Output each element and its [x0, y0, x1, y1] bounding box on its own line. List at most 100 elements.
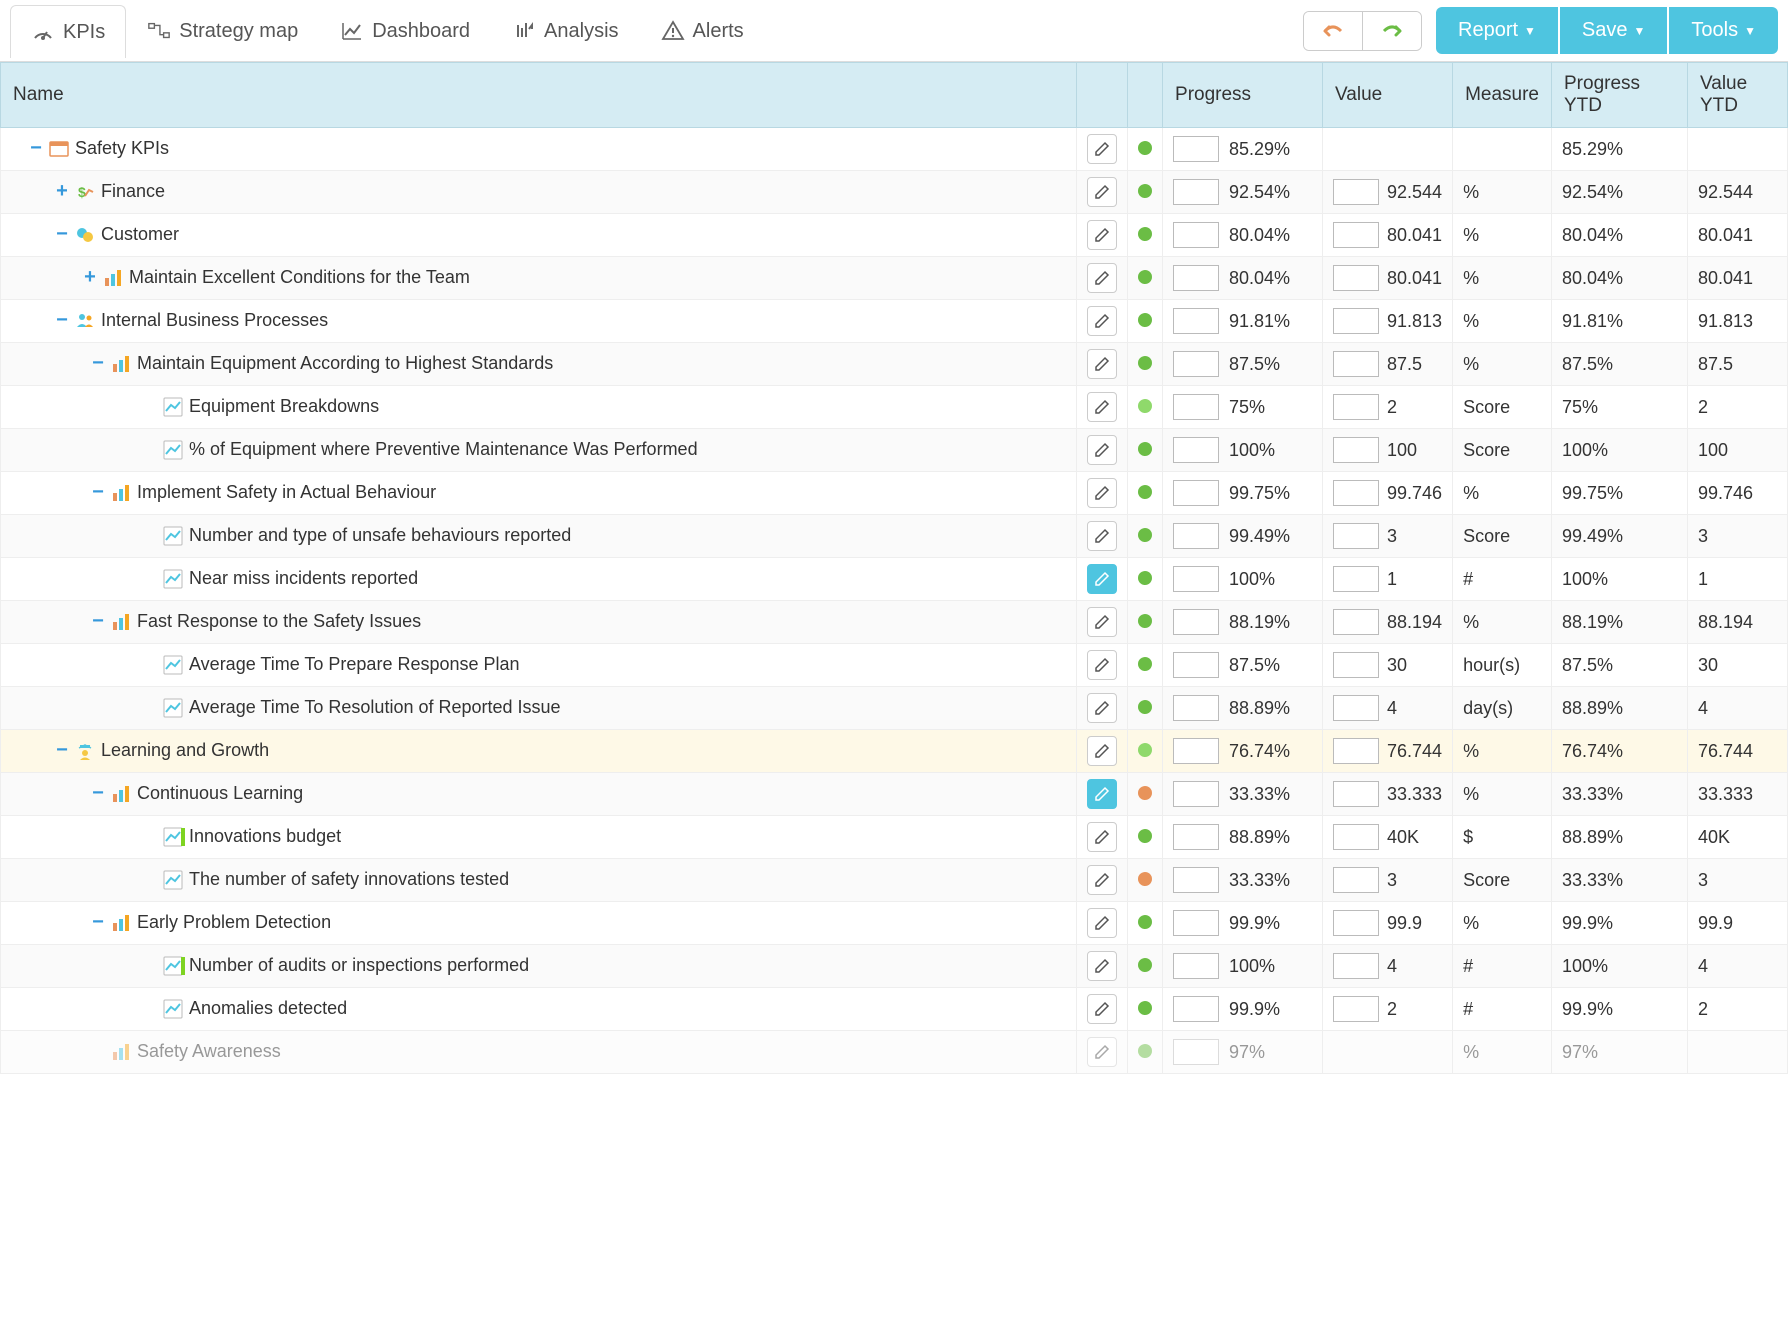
col-progress[interactable]: Progress: [1163, 63, 1323, 128]
progress-input[interactable]: [1173, 738, 1219, 764]
value-input[interactable]: [1333, 781, 1379, 807]
value-input[interactable]: [1333, 394, 1379, 420]
table-row[interactable]: Number and type of unsafe behaviours rep…: [1, 515, 1788, 558]
table-row[interactable]: − Early Problem Detection 99.9% 99.9 % 9…: [1, 902, 1788, 945]
edit-button[interactable]: [1087, 478, 1117, 508]
value-input[interactable]: [1333, 179, 1379, 205]
edit-button[interactable]: [1087, 306, 1117, 336]
col-value[interactable]: Value: [1323, 63, 1453, 128]
report-button[interactable]: Report ▼: [1436, 7, 1558, 54]
tab-strategy-map[interactable]: Strategy map: [126, 4, 319, 57]
edit-button[interactable]: [1087, 908, 1117, 938]
edit-button[interactable]: [1087, 607, 1117, 637]
value-input[interactable]: [1333, 996, 1379, 1022]
table-row[interactable]: Average Time To Resolution of Reported I…: [1, 687, 1788, 730]
tools-button[interactable]: Tools ▼: [1669, 7, 1778, 54]
table-row[interactable]: Safety Awareness 97% % 97%: [1, 1031, 1788, 1074]
edit-button[interactable]: [1087, 220, 1117, 250]
edit-button[interactable]: [1087, 263, 1117, 293]
progress-input[interactable]: [1173, 867, 1219, 893]
table-row[interactable]: − Internal Business Processes 91.81% 91.…: [1, 300, 1788, 343]
table-row[interactable]: − Fast Response to the Safety Issues 88.…: [1, 601, 1788, 644]
edit-button[interactable]: [1087, 650, 1117, 680]
edit-button[interactable]: [1087, 349, 1117, 379]
progress-input[interactable]: [1173, 480, 1219, 506]
edit-button[interactable]: [1087, 693, 1117, 723]
table-row[interactable]: − Continuous Learning 33.33% 33.333 % 33…: [1, 773, 1788, 816]
tab-alerts[interactable]: Alerts: [640, 4, 765, 57]
value-input[interactable]: [1333, 867, 1379, 893]
progress-input[interactable]: [1173, 824, 1219, 850]
col-value-ytd[interactable]: Value YTD: [1688, 63, 1788, 128]
collapse-toggle[interactable]: −: [91, 486, 105, 500]
edit-button[interactable]: [1087, 865, 1117, 895]
table-row[interactable]: − Maintain Equipment According to Highes…: [1, 343, 1788, 386]
expand-toggle[interactable]: +: [83, 271, 97, 285]
value-input[interactable]: [1333, 910, 1379, 936]
table-row[interactable]: − Customer 80.04% 80.041 % 80.04% 80.041: [1, 214, 1788, 257]
collapse-toggle[interactable]: −: [29, 142, 43, 156]
progress-input[interactable]: [1173, 652, 1219, 678]
progress-input[interactable]: [1173, 308, 1219, 334]
table-row[interactable]: + $ Finance 92.54% 92.544 % 92.54% 92.54…: [1, 171, 1788, 214]
value-input[interactable]: [1333, 738, 1379, 764]
progress-input[interactable]: [1173, 953, 1219, 979]
expand-toggle[interactable]: +: [55, 185, 69, 199]
value-input[interactable]: [1333, 652, 1379, 678]
progress-input[interactable]: [1173, 566, 1219, 592]
table-row[interactable]: + Maintain Excellent Conditions for the …: [1, 257, 1788, 300]
value-input[interactable]: [1333, 566, 1379, 592]
table-row[interactable]: The number of safety innovations tested …: [1, 859, 1788, 902]
progress-input[interactable]: [1173, 523, 1219, 549]
value-input[interactable]: [1333, 351, 1379, 377]
edit-button[interactable]: [1087, 177, 1117, 207]
value-input[interactable]: [1333, 308, 1379, 334]
tab-dashboard[interactable]: Dashboard: [319, 4, 491, 57]
value-input[interactable]: [1333, 609, 1379, 635]
collapse-toggle[interactable]: −: [91, 787, 105, 801]
table-row[interactable]: Innovations budget 88.89% 40K $ 88.89% 4…: [1, 816, 1788, 859]
collapse-toggle[interactable]: −: [55, 744, 69, 758]
value-input[interactable]: [1333, 437, 1379, 463]
table-row[interactable]: Anomalies detected 99.9% 2 # 99.9% 2: [1, 988, 1788, 1031]
progress-input[interactable]: [1173, 781, 1219, 807]
edit-button[interactable]: [1087, 134, 1117, 164]
table-row[interactable]: − Implement Safety in Actual Behaviour 9…: [1, 472, 1788, 515]
progress-input[interactable]: [1173, 179, 1219, 205]
progress-input[interactable]: [1173, 265, 1219, 291]
edit-button[interactable]: [1087, 435, 1117, 465]
collapse-toggle[interactable]: −: [91, 615, 105, 629]
tab-analysis[interactable]: Analysis: [491, 4, 639, 57]
progress-input[interactable]: [1173, 1039, 1219, 1065]
table-row[interactable]: Near miss incidents reported 100% 1 # 10…: [1, 558, 1788, 601]
edit-button[interactable]: [1087, 779, 1117, 809]
save-button[interactable]: Save ▼: [1560, 7, 1667, 54]
value-input[interactable]: [1333, 523, 1379, 549]
progress-input[interactable]: [1173, 351, 1219, 377]
redo-button[interactable]: [1363, 12, 1421, 50]
col-name[interactable]: Name: [1, 63, 1077, 128]
col-measure[interactable]: Measure: [1453, 63, 1552, 128]
edit-button[interactable]: [1087, 822, 1117, 852]
edit-button[interactable]: [1087, 1037, 1117, 1067]
progress-input[interactable]: [1173, 609, 1219, 635]
collapse-toggle[interactable]: −: [91, 357, 105, 371]
value-input[interactable]: [1333, 695, 1379, 721]
progress-input[interactable]: [1173, 695, 1219, 721]
value-input[interactable]: [1333, 480, 1379, 506]
progress-input[interactable]: [1173, 996, 1219, 1022]
col-progress-ytd[interactable]: Progress YTD: [1552, 63, 1688, 128]
progress-input[interactable]: [1173, 910, 1219, 936]
tab-kpis[interactable]: KPIs: [10, 5, 126, 58]
table-row[interactable]: − Learning and Growth 76.74% 76.744 % 76…: [1, 730, 1788, 773]
table-row[interactable]: Average Time To Prepare Response Plan 87…: [1, 644, 1788, 687]
edit-button[interactable]: [1087, 521, 1117, 551]
table-row[interactable]: − Safety KPIs 85.29% 85.29%: [1, 128, 1788, 171]
collapse-toggle[interactable]: −: [55, 228, 69, 242]
value-input[interactable]: [1333, 265, 1379, 291]
table-row[interactable]: Equipment Breakdowns 75% 2 Score 75% 2: [1, 386, 1788, 429]
edit-button[interactable]: [1087, 564, 1117, 594]
progress-input[interactable]: [1173, 136, 1219, 162]
table-row[interactable]: Number of audits or inspections performe…: [1, 945, 1788, 988]
table-row[interactable]: % of Equipment where Preventive Maintena…: [1, 429, 1788, 472]
